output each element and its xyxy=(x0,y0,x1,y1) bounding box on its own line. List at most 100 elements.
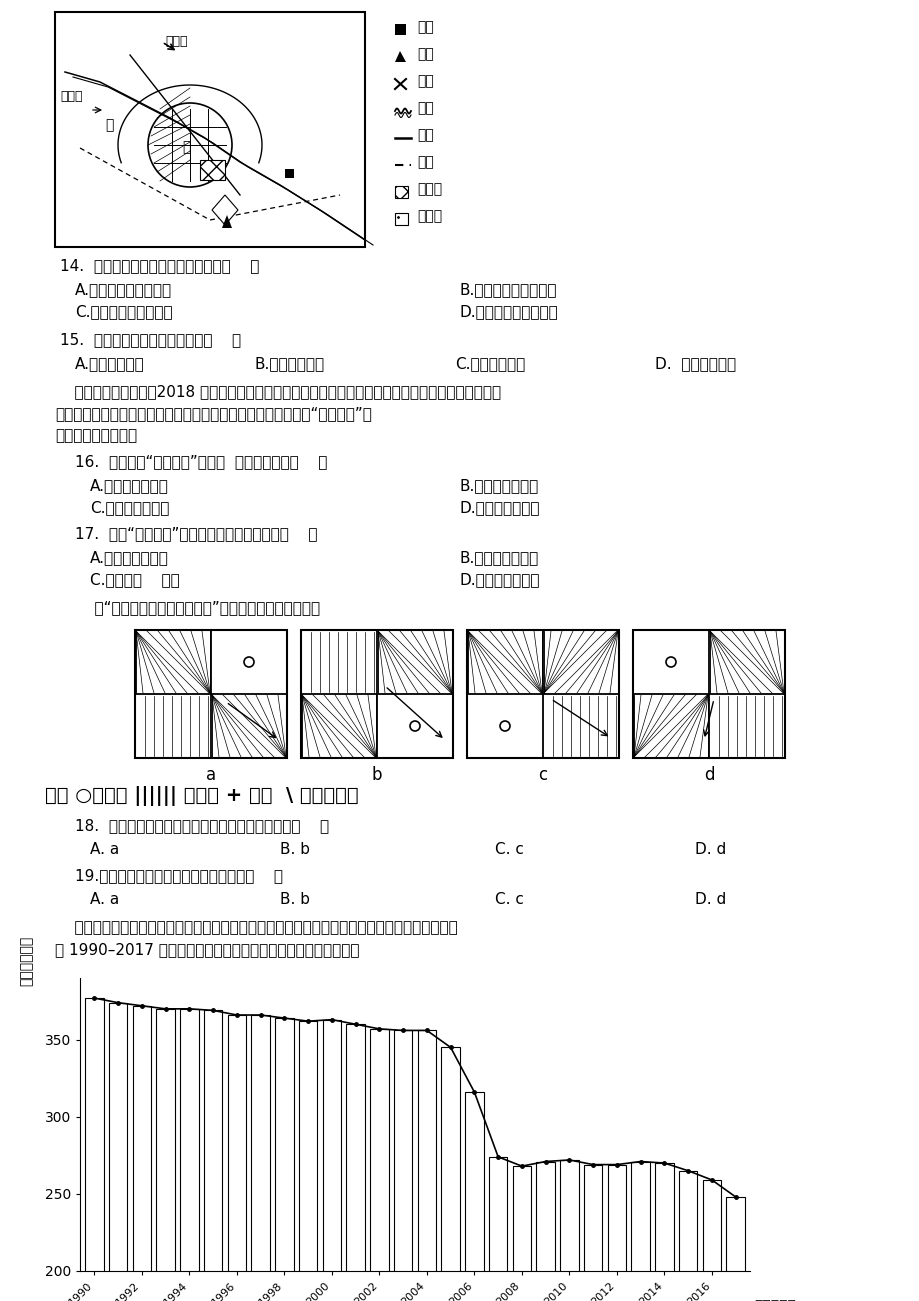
Polygon shape xyxy=(394,51,405,62)
Bar xyxy=(394,186,407,198)
Text: 19.若该城市位于英国，则规划合理的是（    ）: 19.若该城市位于英国，则规划合理的是（ ） xyxy=(75,868,283,883)
Text: 乙: 乙 xyxy=(105,118,113,131)
Y-axis label: 数量（万个）: 数量（万个） xyxy=(19,935,33,986)
Circle shape xyxy=(410,721,420,731)
Text: 据此完成下列各题。: 据此完成下列各题。 xyxy=(55,428,137,444)
Text: 为 1990–2017 年中国自然村数量变化图。读图，回答下列小题。: 为 1990–2017 年中国自然村数量变化图。读图，回答下列小题。 xyxy=(55,942,359,958)
Bar xyxy=(394,23,405,35)
Text: B.商业区和行政区: B.商业区和行政区 xyxy=(460,477,539,493)
Text: 时间（年）: 时间（年） xyxy=(754,1298,796,1301)
Bar xyxy=(323,1020,341,1301)
Text: 公路: 公路 xyxy=(416,127,433,142)
Text: C. c: C. c xyxy=(494,842,523,857)
Text: 甲: 甲 xyxy=(182,141,190,154)
Bar xyxy=(135,630,287,758)
Bar xyxy=(632,630,784,758)
Bar xyxy=(301,630,452,758)
Bar xyxy=(465,1092,483,1301)
Text: 15.  最适宜布局在卫星城乙的是（    ）: 15. 最适宜布局在卫星城乙的是（ ） xyxy=(60,332,241,347)
Bar xyxy=(512,1166,530,1301)
Bar xyxy=(536,1162,554,1301)
Text: 图例 ○化工厂 |||||| 居民区 + 公路  \ 河流及流向: 图例 ○化工厂 |||||| 居民区 + 公路 \ 河流及流向 xyxy=(45,786,358,807)
Bar xyxy=(726,1197,744,1301)
Bar xyxy=(488,1157,507,1301)
Text: A. a: A. a xyxy=(90,892,119,907)
Text: D. d: D. d xyxy=(694,892,725,907)
Bar xyxy=(85,998,104,1301)
Text: 读“某城市的工业布局规划图”（下图）完成下面小题。: 读“某城市的工业布局规划图”（下图）完成下面小题。 xyxy=(75,600,320,615)
Bar xyxy=(346,1024,365,1301)
Circle shape xyxy=(148,103,232,187)
Text: B.生态环境的差异: B.生态环境的差异 xyxy=(460,550,539,565)
Text: 自然村是指自然聚居形成的村落，一般多个自然村共同设立一个村委会，便组成了行政村。下图: 自然村是指自然聚居形成的村落，一般多个自然村共同设立一个村委会，便组成了行政村。… xyxy=(55,920,458,935)
Bar xyxy=(702,1180,720,1301)
Text: C. c: C. c xyxy=(494,892,523,907)
Text: D. d: D. d xyxy=(694,842,725,857)
Text: C.高楼林立，地租较高: C.高楼林立，地租较高 xyxy=(75,304,173,319)
Text: d: d xyxy=(703,766,713,785)
Text: A. a: A. a xyxy=(90,842,119,857)
Text: 铁路: 铁路 xyxy=(416,155,433,169)
Bar xyxy=(417,1030,436,1301)
Bar xyxy=(132,1006,151,1301)
Text: 煎矿: 煎矿 xyxy=(416,20,433,34)
Text: 风景区: 风景区 xyxy=(60,90,83,103)
Polygon shape xyxy=(221,215,232,228)
Bar xyxy=(441,1047,460,1301)
Bar xyxy=(156,1008,175,1301)
Text: 卫星城: 卫星城 xyxy=(416,209,442,222)
Bar xyxy=(108,1003,127,1301)
Text: 桥梁: 桥梁 xyxy=(416,74,433,88)
Text: 16.  适于相互“错时共享”停车位  城市功能区是（    ）: 16. 适于相互“错时共享”停车位 城市功能区是（ ） xyxy=(75,454,327,468)
Circle shape xyxy=(244,657,254,667)
Text: a: a xyxy=(206,766,216,785)
Text: b: b xyxy=(371,766,381,785)
Text: A.政府行政部门: A.政府行政部门 xyxy=(75,356,144,371)
Polygon shape xyxy=(211,195,238,225)
Text: A.住宅区和行政区: A.住宅区和行政区 xyxy=(90,477,169,493)
Text: D.行政区和工业区: D.行政区和工业区 xyxy=(460,500,540,515)
Text: B.科技研发机构: B.科技研发机构 xyxy=(255,356,324,371)
Bar xyxy=(199,160,225,180)
Bar xyxy=(630,1162,649,1301)
Bar xyxy=(227,1015,245,1301)
Text: c: c xyxy=(538,766,547,785)
Text: A.城市中心，人流量大: A.城市中心，人流量大 xyxy=(75,282,172,297)
Text: 盛行风: 盛行风 xyxy=(165,35,187,48)
Bar xyxy=(204,1011,222,1301)
Text: 河流: 河流 xyxy=(416,101,433,114)
Text: D.人口众多，经济发达: D.人口众多，经济发达 xyxy=(460,304,558,319)
Circle shape xyxy=(665,657,675,667)
Bar xyxy=(251,1015,269,1301)
Text: 一监管，鼓励城市不同功能区分时段提供空余停车位，实现车位“错时共享”。: 一监管，鼓励城市不同功能区分时段提供空余停车位，实现车位“错时共享”。 xyxy=(55,406,371,422)
Bar xyxy=(394,213,407,225)
Bar xyxy=(584,1164,602,1301)
Text: 为解决停车难问题，2018 年北京市将建立停车公共信息管理服务平台，对全市的停车资源基本信息统: 为解决停车难问题，2018 年北京市将建立停车公共信息管理服务平台，对全市的停车… xyxy=(55,384,501,399)
Text: B. b: B. b xyxy=(279,892,310,907)
Bar xyxy=(180,1008,199,1301)
Text: 铁矿: 铁矿 xyxy=(416,47,433,61)
Bar xyxy=(369,1029,388,1301)
Text: 18.  若该城市位于我国的东南部，则规划合理的是（    ）: 18. 若该城市位于我国的东南部，则规划合理的是（ ） xyxy=(75,818,329,833)
Bar xyxy=(299,1021,317,1301)
Text: B. b: B. b xyxy=(279,842,310,857)
Text: B.濒临河流，水源充足: B.濒临河流，水源充足 xyxy=(460,282,557,297)
Bar xyxy=(285,169,294,178)
Text: 钔铁城: 钔铁城 xyxy=(416,182,442,196)
Text: D.  物流转运中心: D. 物流转运中心 xyxy=(654,356,735,371)
Text: C.工业区和商业区: C.工业区和商业区 xyxy=(90,500,169,515)
Bar xyxy=(607,1164,626,1301)
Bar xyxy=(55,12,365,247)
Bar xyxy=(393,1030,412,1301)
Text: C.人口流动    差异: C.人口流动 差异 xyxy=(90,572,179,587)
Bar xyxy=(654,1163,673,1301)
Bar xyxy=(560,1160,578,1301)
Text: D.风俗习惯的差异: D.风俗习惯的差异 xyxy=(460,572,540,587)
Text: C.电子装配企业: C.电子装配企业 xyxy=(455,356,525,371)
Bar xyxy=(678,1171,697,1301)
Circle shape xyxy=(499,721,509,731)
Bar xyxy=(275,1019,293,1301)
Text: 17.  车位“错时共享”主要利用了城市各功能区（    ）: 17. 车位“错时共享”主要利用了城市各功能区（ ） xyxy=(75,526,317,541)
Bar xyxy=(467,630,618,758)
Text: A.历史文化的差异: A.历史文化的差异 xyxy=(90,550,169,565)
